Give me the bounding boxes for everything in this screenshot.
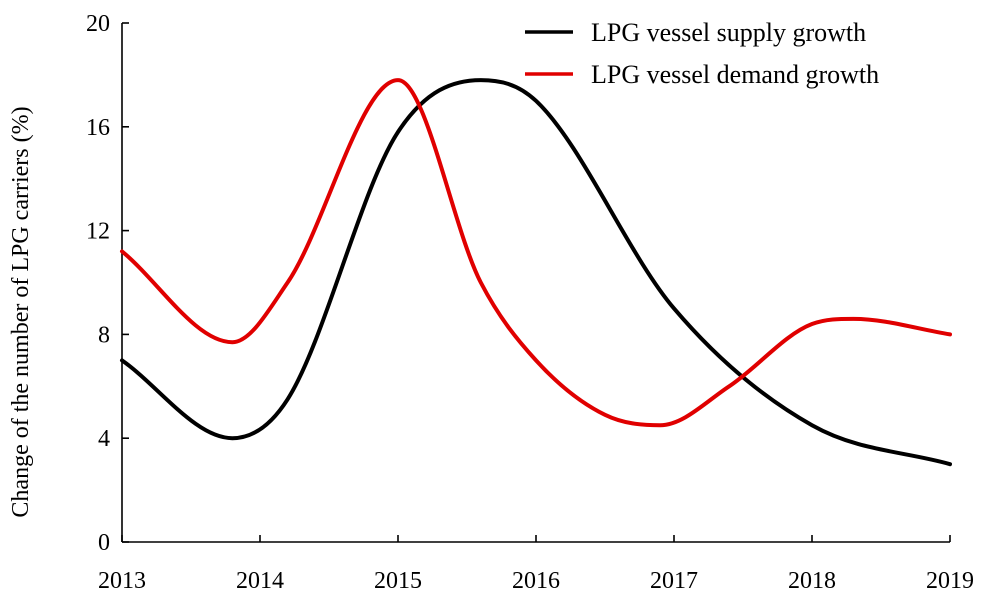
y-tick-label: 20 [86,11,110,37]
legend-label-supply: LPG vessel supply growth [591,18,866,47]
y-tick-label: 16 [86,115,110,141]
x-tick-label: 2016 [512,568,560,594]
y-tick-label: 12 [86,219,110,245]
x-tick-label: 2019 [926,568,974,594]
y-axis-label: Change of the number of LPG carriers (%) [8,106,34,517]
x-tick-label: 2017 [650,568,698,594]
y-tick-label: 8 [98,322,110,348]
legend-label-demand: LPG vessel demand growth [591,60,879,89]
x-tick-label: 2018 [788,568,836,594]
axes: 0 4 8 12 16 20 2013 2014 2015 2016 2017 2018 2019 [86,11,974,594]
y-tick-label: 4 [98,426,110,452]
x-tick-label: 2014 [236,568,284,594]
x-tick-label: 2013 [98,568,146,594]
x-tick-label: 2015 [374,568,422,594]
legend: LPG vessel supply growth LPG vessel deman… [525,18,879,89]
series-layer [120,78,952,467]
series-line-demand [120,78,952,428]
series-line-supply [120,78,952,467]
y-tick-label: 0 [98,530,110,556]
